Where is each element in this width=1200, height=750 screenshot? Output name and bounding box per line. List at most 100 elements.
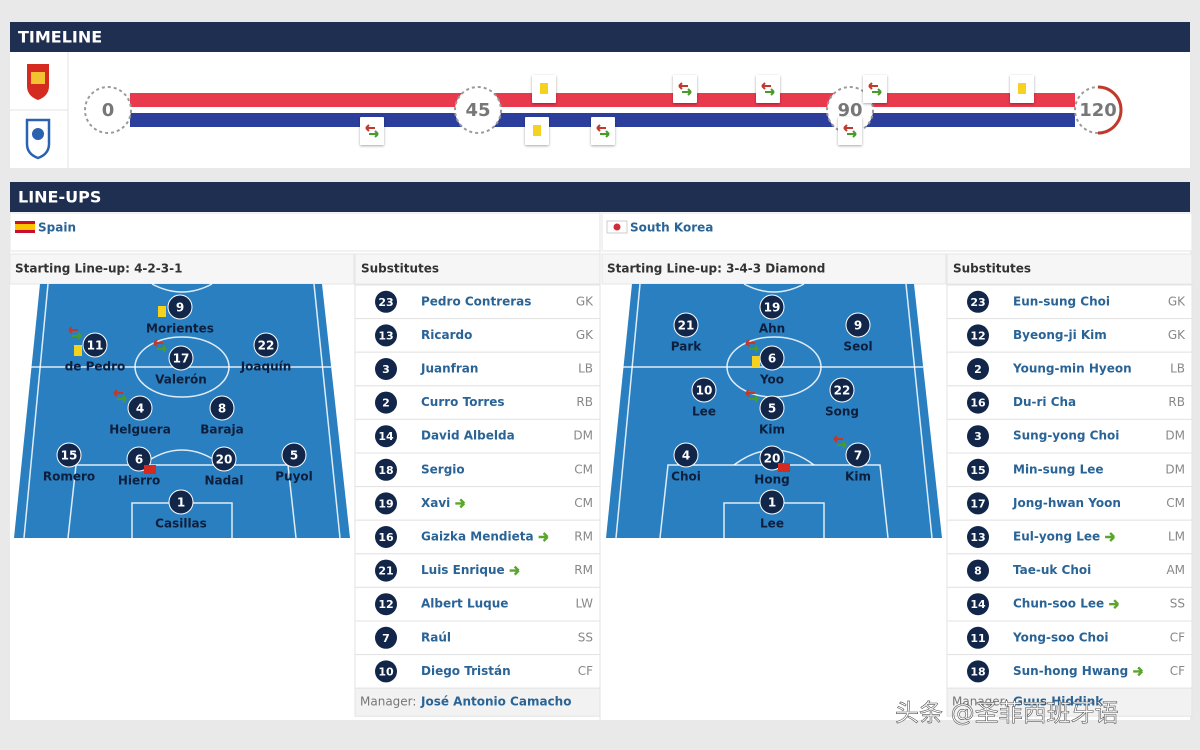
player-badge[interactable] — [168, 345, 194, 371]
sub-position: LB — [578, 362, 593, 376]
sub-name[interactable]: Juanfran — [420, 362, 478, 376]
player-name[interactable]: Ahn — [759, 322, 785, 336]
sub-name[interactable]: Jong-hwan Yoon — [1012, 496, 1121, 510]
korea-crest-emblem — [32, 128, 44, 140]
player-badge[interactable] — [759, 294, 785, 320]
player-name[interactable]: Park — [671, 340, 702, 354]
player-name[interactable]: Hong — [754, 473, 789, 487]
player-badge[interactable] — [673, 442, 699, 468]
player-name[interactable]: Morientes — [146, 322, 214, 336]
sub-number: 16 — [970, 397, 986, 410]
sub-position: CM — [574, 462, 593, 476]
sub-name[interactable]: Diego Tristán — [421, 664, 511, 678]
player-badge[interactable] — [845, 442, 871, 468]
sub-position: DM — [1165, 462, 1185, 476]
player-badge[interactable] — [167, 294, 193, 320]
sub-name[interactable]: Tae-uk Choi — [1013, 563, 1091, 577]
player-badge[interactable] — [211, 446, 237, 472]
player-badge[interactable] — [168, 489, 194, 515]
player-badge[interactable] — [691, 377, 717, 403]
player-badge[interactable] — [253, 332, 279, 358]
sub-name[interactable]: Luis Enrique — [421, 563, 505, 577]
sub-name[interactable]: Byeong-ji Kim — [1013, 328, 1107, 342]
player-name[interactable]: Seol — [843, 340, 872, 354]
player-name[interactable]: Helguera — [109, 423, 171, 437]
player-name[interactable]: Valerón — [155, 373, 207, 387]
manager-name[interactable]: José Antonio Camacho — [420, 695, 571, 709]
player-name[interactable]: Lee — [760, 517, 784, 531]
timeline-event[interactable] — [673, 75, 697, 103]
player-name[interactable]: Yoo — [759, 373, 784, 387]
team-name[interactable]: Spain — [38, 221, 76, 235]
player-name[interactable]: Kim — [759, 423, 785, 437]
player-name[interactable]: Casillas — [155, 517, 207, 531]
sub-position: GK — [576, 328, 594, 342]
sub-arrow-in — [157, 345, 167, 353]
sub-name[interactable]: David Albelda — [421, 429, 515, 443]
timeline-event[interactable] — [838, 117, 862, 145]
player-badge[interactable] — [56, 442, 82, 468]
sub-name[interactable]: Raúl — [421, 630, 451, 644]
player-badge[interactable] — [759, 395, 785, 421]
sub-name[interactable]: Sung-yong Choi — [1013, 429, 1119, 443]
timeline-event[interactable] — [360, 117, 384, 145]
manager-label: Manager: — [360, 695, 416, 709]
timeline-event[interactable] — [591, 117, 615, 145]
player-name[interactable]: Nadal — [205, 474, 244, 488]
player-badge[interactable] — [82, 332, 108, 358]
player-number: 21 — [678, 319, 695, 333]
sub-number: 23 — [970, 296, 985, 309]
player-name[interactable]: Puyol — [275, 470, 313, 484]
sub-name[interactable]: Young-min Hyeon — [1012, 362, 1132, 376]
sub-name[interactable]: Sergio — [421, 462, 465, 476]
sub-name[interactable]: Albert Luque — [421, 597, 508, 611]
player-badge[interactable] — [281, 442, 307, 468]
sub-number: 19 — [378, 497, 393, 510]
sub-name[interactable]: Sun-hong Hwang — [1013, 664, 1128, 678]
sub-row — [354, 452, 601, 488]
sub-name[interactable]: Min-sung Lee — [1013, 462, 1104, 476]
manager-name[interactable]: Guus Hiddink — [1013, 695, 1104, 709]
sub-badge — [967, 660, 989, 683]
player-name[interactable]: Romero — [43, 470, 95, 484]
section-header — [10, 22, 1190, 52]
player-number: 22 — [258, 339, 275, 353]
team-name[interactable]: South Korea — [630, 221, 713, 235]
player-number: 10 — [696, 384, 713, 398]
player-number: 20 — [216, 453, 233, 467]
player-name[interactable]: Choi — [671, 470, 701, 484]
player-name[interactable]: de Pedro — [65, 360, 126, 374]
sub-name[interactable]: Gaizka Mendieta — [421, 530, 534, 544]
player-badge[interactable] — [127, 395, 153, 421]
player-badge[interactable] — [829, 377, 855, 403]
timeline-panel — [10, 52, 1190, 168]
player-name[interactable]: Song — [825, 405, 859, 419]
player-name[interactable]: Lee — [692, 405, 716, 419]
sub-name[interactable]: Eul-yong Lee — [1013, 530, 1100, 544]
player-badge[interactable] — [673, 312, 699, 338]
sub-name[interactable]: Du-ri Cha — [1013, 395, 1076, 409]
player-badge[interactable] — [759, 489, 785, 515]
sub-name[interactable]: Xavi — [421, 496, 450, 510]
sub-name[interactable]: Yong-soo Choi — [1012, 630, 1108, 644]
player-badge[interactable] — [845, 312, 871, 338]
sub-arrow-out — [745, 339, 755, 347]
sub-name[interactable]: Chun-soo Lee — [1013, 597, 1104, 611]
player-number: 6 — [135, 453, 143, 467]
timeline-event[interactable] — [756, 75, 780, 103]
sub-name[interactable]: Eun-sung Choi — [1013, 294, 1110, 308]
sub-name[interactable]: Pedro Contreras — [421, 294, 531, 308]
team-row — [9, 212, 601, 252]
sub-badge — [375, 559, 397, 582]
sub-name[interactable]: Curro Torres — [421, 395, 505, 409]
player-name[interactable]: Kim — [845, 470, 871, 484]
sub-number: 10 — [378, 665, 394, 678]
player-name[interactable]: Joaquín — [240, 360, 292, 374]
timeline-event[interactable] — [863, 75, 887, 103]
time-marker-label: 120 — [1079, 100, 1117, 121]
player-name[interactable]: Baraja — [200, 423, 243, 437]
sub-name[interactable]: Ricardo — [421, 328, 472, 342]
lineup-header — [601, 253, 947, 285]
player-name[interactable]: Hierro — [118, 474, 160, 488]
player-badge[interactable] — [209, 395, 235, 421]
